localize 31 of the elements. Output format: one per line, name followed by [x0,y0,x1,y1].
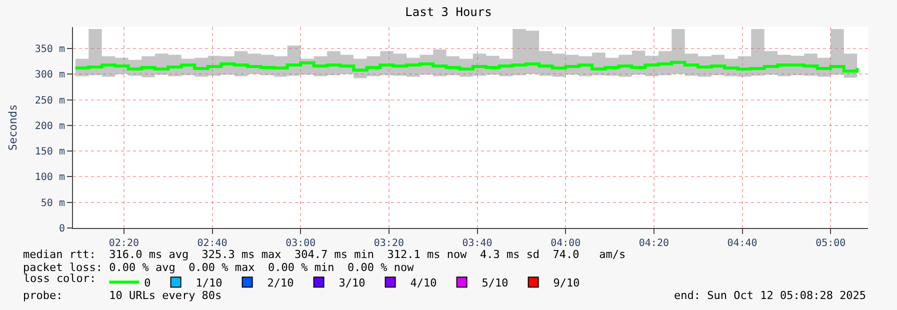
legend-label: 2/10 [267,276,294,290]
x-tick-label: 03:20 [374,238,404,249]
x-tick-label: 02:40 [197,238,228,249]
x-tick-label: 04:20 [638,238,669,249]
y-tick-label: 350 m [34,44,65,56]
y-tick-label: 100 m [34,172,65,184]
y-tick-label: 150 m [34,146,65,158]
x-tick-label: 03:40 [462,238,492,249]
y-axis-title: Seconds [6,104,20,151]
legend-label: 5/10 [482,276,508,290]
x-tick-label: 04:40 [727,238,758,249]
y-tick-label: 0 [58,224,65,234]
x-tick-label: 03:00 [286,238,316,249]
text: probe: 10 URLs every 80s [23,289,222,302]
legend-label: 1/10 [196,276,222,290]
x-tick-label: 04:00 [550,238,581,249]
text: packet loss: 0.00 % avg 0.00 % max 0.00 % min 0.00 % now [23,261,414,274]
y-tick-label: 250 m [34,95,65,106]
legend-title: loss color: [23,272,96,285]
legend-label: 9/10 [553,276,580,290]
legend-label: 4/10 [410,276,437,290]
text: end: Sun Oct 12 05:08:28 2025 [674,289,866,302]
y-tick-label: 200 m [34,120,65,132]
text: median rtt: 316.0 ms avg 325.3 ms max 304.7 ms min 312.1 ms now 4.3 ms sd 74.0 am/s [23,248,626,261]
y-tick-label: 50 m [40,198,65,209]
x-tick-label: 02:20 [108,238,139,249]
x-tick-label: 05:00 [816,238,846,249]
legend-label: 0 [144,276,151,290]
legend-label: 3/10 [338,276,366,290]
chart-title: Last 3 Hours [405,5,492,20]
y-tick-label: 300 m [34,70,65,81]
